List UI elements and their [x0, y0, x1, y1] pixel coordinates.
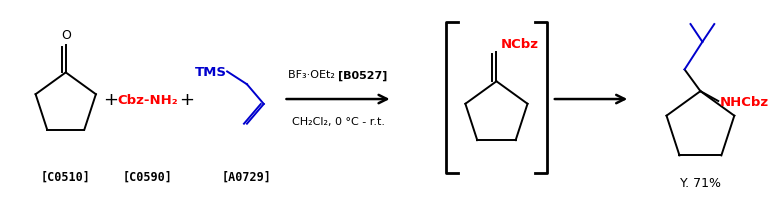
Text: NHCbz: NHCbz [720, 95, 770, 108]
Text: O: O [61, 29, 70, 42]
Text: Y. 71%: Y. 71% [680, 176, 721, 190]
Text: Cbz-NH₂: Cbz-NH₂ [117, 93, 179, 106]
Text: [C0510]: [C0510] [41, 170, 91, 183]
Text: +: + [179, 91, 194, 109]
Text: [B0527]: [B0527] [338, 70, 388, 80]
Text: [A0729]: [A0729] [222, 170, 272, 183]
Text: TMS: TMS [195, 66, 227, 79]
Text: [C0590]: [C0590] [123, 170, 173, 183]
Text: NCbz: NCbz [500, 38, 539, 50]
Text: CH₂Cl₂, 0 °C - r.t.: CH₂Cl₂, 0 °C - r.t. [291, 116, 384, 126]
Text: BF₃·OEt₂: BF₃·OEt₂ [287, 70, 338, 80]
Text: +: + [103, 91, 117, 109]
